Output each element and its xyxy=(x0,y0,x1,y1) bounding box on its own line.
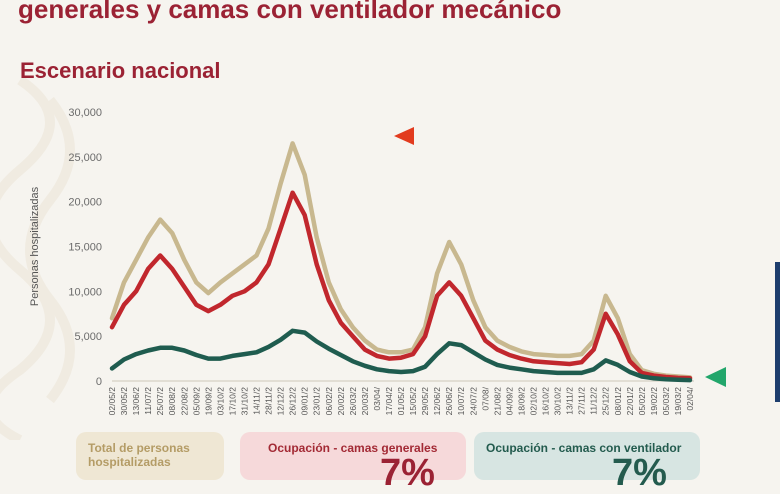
x-tick-label: 10/07/2 xyxy=(456,387,466,416)
vent-occupancy-percent: 7% xyxy=(612,452,667,494)
green-triangle-marker xyxy=(705,367,726,387)
x-tick-label: 12/06/2 xyxy=(432,387,442,416)
x-tick-label: 01/05/2 xyxy=(396,387,406,416)
page-title: generales y camas con ventilador mecánic… xyxy=(18,0,562,24)
x-tick-label: 23/01/2 xyxy=(312,387,322,416)
x-tick-label: 02/04/ xyxy=(685,386,695,410)
legend-total: Total de personas hospitalizadas xyxy=(76,432,224,480)
x-tick-label: 15/05/2 xyxy=(408,387,418,416)
x-tick-label: 26/03/2 xyxy=(348,387,358,416)
x-tick-label: 05/02/2 xyxy=(637,387,647,416)
x-tick-label: 26/12/2 xyxy=(288,387,298,416)
x-tick-label: 13/11/2 xyxy=(565,387,575,415)
y-tick-label: 20,000 xyxy=(68,197,102,209)
x-tick-label: 05/09/2 xyxy=(191,387,201,416)
x-tick-label: 19/09/2 xyxy=(203,387,213,416)
x-tick-label: 22/08/2 xyxy=(179,387,189,416)
x-tick-label: 16/10/2 xyxy=(541,387,551,416)
x-tick-label: 21/08/2 xyxy=(492,387,502,416)
x-tick-label: 02/05/2 xyxy=(107,387,117,416)
section-title: Escenario nacional xyxy=(20,58,221,83)
x-tick-label: 19/02/2 xyxy=(649,387,659,416)
x-tick-label: 24/07/2 xyxy=(468,387,478,416)
x-tick-label: 07/08/ xyxy=(480,386,490,410)
x-tick-label: 17/04/2 xyxy=(384,387,394,416)
series-vent-line xyxy=(109,328,693,383)
legend-vent-label: Ocupación - camas con ventilador xyxy=(486,441,682,455)
x-tick-label: 06/02/2 xyxy=(324,387,334,416)
x-tick-label: 25/07/2 xyxy=(155,387,165,416)
x-tick-label: 02/10/2 xyxy=(528,387,538,416)
series-general-line xyxy=(109,190,693,381)
legend-total-label: Total de personas hospitalizadas xyxy=(88,441,190,469)
x-tick-label: 19/03/2 xyxy=(673,387,683,416)
legend-general-label: Ocupación - camas generales xyxy=(268,441,438,455)
y-tick-label: 5,000 xyxy=(74,331,102,343)
x-tick-label: 29/05/2 xyxy=(420,387,430,416)
x-tick-label: 04/09/2 xyxy=(504,387,514,416)
x-tick-label: 08/01/2 xyxy=(613,387,623,416)
x-tick-label: 22/01/2 xyxy=(625,387,635,416)
x-tick-label: 30/05/2 xyxy=(119,387,129,416)
y-tick-label: 30,000 xyxy=(68,107,102,119)
red-triangle-marker xyxy=(394,127,414,145)
x-tick-label: 20/03/2 xyxy=(360,387,370,416)
series-total-line xyxy=(109,141,693,380)
x-tick-label: 31/10/2 xyxy=(239,387,249,416)
x-tick-label: 20/02/2 xyxy=(336,387,346,416)
x-tick-label: 08/08/2 xyxy=(167,387,177,416)
x-tick-label: 11/12/2 xyxy=(589,387,599,415)
x-tick-label: 14/11/2 xyxy=(252,387,262,415)
y-tick-label: 25,000 xyxy=(68,152,102,164)
hospitalizations-line-chart: 0 5,000 10,000 15,000 20,000 25,000 30,000 Pers… xyxy=(29,107,726,416)
x-tick-label: 11/07/2 xyxy=(143,387,153,415)
x-tick-label: 03/10/2 xyxy=(215,387,225,416)
edge-strip xyxy=(775,262,780,402)
x-tick-label: 30/10/2 xyxy=(553,387,563,416)
x-tick-label: 09/01/2 xyxy=(300,387,310,416)
y-tick-label: 15,000 xyxy=(68,242,102,254)
y-tick-label: 0 xyxy=(96,376,102,388)
x-tick-label: 26/06/2 xyxy=(444,387,454,416)
x-tick-label: 03/04/ xyxy=(372,386,382,410)
x-tick-label: 17/10/2 xyxy=(227,387,237,416)
x-tick-label: 25/12/2 xyxy=(601,387,611,416)
x-tick-label: 13/06/2 xyxy=(131,387,141,416)
y-axis-label: Personas hospitalizadas xyxy=(29,186,41,306)
emblem-watermark xyxy=(0,75,75,440)
x-tick-label: 27/11/2 xyxy=(577,387,587,415)
x-tick-label: 18/09/2 xyxy=(516,387,526,416)
x-tick-label: 05/03/2 xyxy=(661,387,671,416)
x-tick-label: 12/12/2 xyxy=(276,387,286,416)
y-tick-label: 10,000 xyxy=(68,286,102,298)
x-tick-label: 28/11/2 xyxy=(264,387,274,415)
general-occupancy-percent: 7% xyxy=(380,452,435,494)
